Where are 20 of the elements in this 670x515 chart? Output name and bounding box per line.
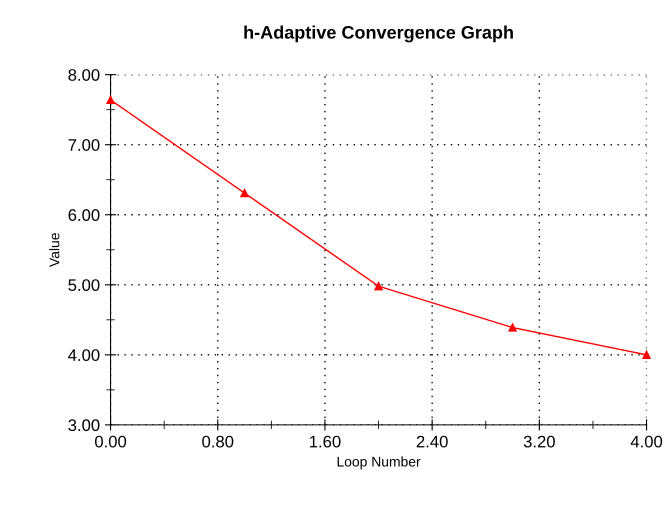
point (642, 350, 651, 359)
point (374, 282, 383, 290)
y-axis-title: Value (49, 233, 60, 267)
chart-title: h-Adaptive Convergence Graph (244, 25, 513, 42)
point (508, 323, 517, 332)
x-tick-label: 1.60 (310, 436, 341, 448)
x-tick-label: 3.20 (524, 436, 555, 448)
y-tick-label: 5.00 (68, 279, 100, 291)
y-tick-label: 7.00 (68, 139, 100, 151)
x-axis-title: Loop Number (338, 456, 420, 470)
point (106, 96, 115, 104)
x-tick-label: 2.40 (416, 436, 448, 448)
x-tick-label: 0.80 (202, 436, 234, 448)
x-tick-label: 4.00 (630, 436, 662, 448)
x-tick-label: 0.00 (94, 436, 126, 448)
point (240, 188, 249, 198)
y-tick-label: 6.00 (68, 209, 100, 221)
y-tick-label: 3.00 (68, 419, 100, 432)
y-tick-label: 8.00 (68, 69, 100, 81)
y-tick-label: 4.00 (68, 349, 100, 362)
